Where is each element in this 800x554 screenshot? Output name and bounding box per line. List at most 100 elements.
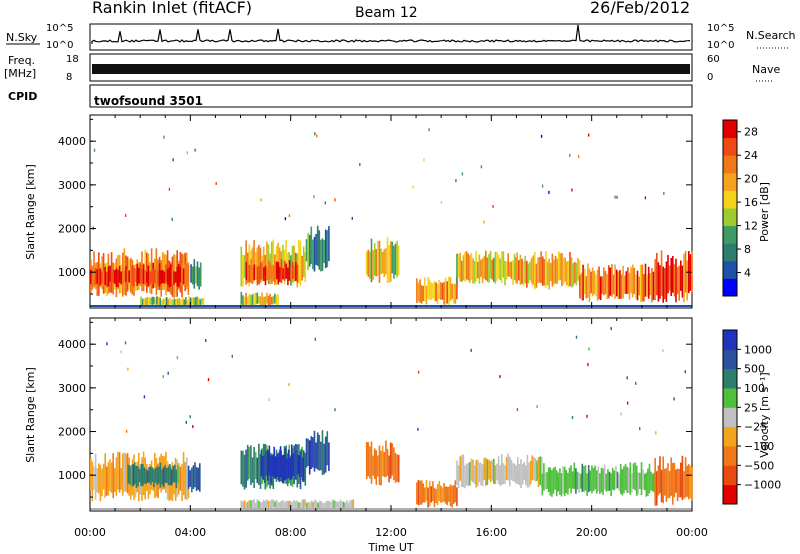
scatter-strip	[441, 487, 444, 503]
scatter-strip	[377, 455, 379, 477]
sparse-echo	[440, 200, 443, 204]
colorbar-tick-label: −100	[744, 440, 774, 453]
scatter-strip	[481, 258, 484, 284]
scatter-strip	[505, 457, 508, 480]
scatter-strip	[96, 269, 98, 284]
colorbar-swatch	[723, 465, 737, 486]
colorbar-swatch	[723, 172, 737, 191]
sparse-echo	[125, 429, 128, 433]
scatter-strip	[258, 266, 260, 285]
scatter-strip	[109, 459, 111, 492]
scatter-strip	[422, 483, 425, 503]
scatter-strip	[584, 465, 587, 491]
velocity-colorbar-label: Velocity [m s⁻¹]	[758, 372, 771, 457]
scatter-strip	[145, 297, 147, 307]
scatter-strip	[160, 270, 162, 284]
scatter-strip	[504, 260, 506, 286]
scatter-strip	[507, 253, 509, 277]
scatter-strip	[448, 486, 450, 502]
scatter-strip	[295, 262, 297, 281]
power-data	[90, 128, 693, 308]
scatter-strip	[278, 452, 280, 482]
scatter-strip	[488, 253, 490, 283]
scatter-strip	[602, 468, 604, 495]
scatter-strip	[186, 264, 188, 287]
sparse-echo	[171, 217, 173, 221]
scatter-strip	[378, 445, 381, 486]
scatter-strip	[565, 470, 568, 494]
scatter-strip	[143, 298, 145, 306]
scatter-strip	[397, 245, 400, 276]
scatter-strip	[545, 251, 547, 288]
scatter-strip	[569, 251, 571, 287]
sparse-echo	[172, 158, 174, 162]
scatter-strip	[126, 269, 129, 284]
scatter-strip	[678, 469, 680, 498]
scatter-strip	[609, 267, 612, 296]
scatter-strip	[150, 271, 153, 284]
colorbar-swatch	[723, 225, 737, 244]
scatter-strip	[330, 502, 332, 508]
scatter-strip	[283, 502, 286, 508]
scatter-strip	[94, 453, 97, 500]
scatter-strip	[177, 465, 179, 483]
scatter-strip	[170, 469, 173, 486]
scatter-strip	[316, 432, 319, 470]
scatter-strip	[467, 253, 469, 281]
scatter-strip	[267, 449, 269, 481]
sparse-echo	[610, 327, 612, 331]
scatter-strip	[678, 265, 680, 301]
scatter-strip	[469, 462, 471, 486]
sparse-echo	[124, 341, 127, 345]
scatter-strip	[630, 267, 632, 294]
scatter-strip	[91, 269, 94, 286]
scatter-strip	[464, 465, 466, 489]
sparse-echo	[194, 148, 196, 152]
scatter-strip	[308, 234, 311, 267]
time-axis-label: Time UT	[367, 541, 413, 554]
sparse-echo	[288, 383, 290, 387]
scatter-strip	[461, 260, 463, 282]
scatter-strip	[568, 467, 571, 489]
scatter-strip	[199, 463, 201, 492]
scatter-strip	[619, 270, 621, 299]
scatter-strip	[320, 441, 322, 471]
scatter-strip	[665, 261, 668, 302]
scatter-strip	[310, 226, 313, 265]
sparse-echo	[626, 376, 628, 380]
scatter-strip	[154, 297, 157, 305]
scatter-strip	[587, 465, 590, 493]
cpid-label: CPID	[8, 90, 37, 103]
scatter-strip	[164, 465, 166, 483]
scatter-strip	[176, 266, 178, 287]
nave-label: Nave	[752, 63, 780, 76]
scatter-strip	[444, 277, 447, 305]
sparse-echo	[616, 195, 618, 199]
scatter-strip	[385, 440, 387, 477]
scatter-strip	[505, 261, 508, 280]
y-tick-label: 4000	[58, 338, 86, 351]
scatter-strip	[537, 457, 540, 488]
scatter-strip	[155, 265, 158, 288]
scatter-strip	[312, 437, 314, 468]
scatter-strip	[446, 281, 449, 304]
scatter-strip	[532, 255, 534, 286]
scatter-strip	[561, 253, 563, 286]
scatter-strip	[159, 297, 161, 306]
scatter-strip	[246, 501, 249, 510]
velocity-colorbar: 1000 500 100 25 −25 −100 −500 −1000	[722, 329, 781, 505]
scatter-strip	[381, 446, 384, 476]
sparse-echo	[125, 214, 127, 217]
scatter-strip	[145, 469, 147, 485]
scatter-strip	[158, 263, 161, 287]
scatter-strip	[318, 434, 321, 471]
scatter-strip	[246, 296, 249, 305]
nsky-label: N.Sky	[6, 31, 38, 44]
scatter-strip	[259, 454, 262, 489]
scatter-strip	[242, 450, 244, 487]
scatter-strip	[107, 462, 110, 496]
scatter-strip	[110, 271, 113, 283]
scatter-strip	[643, 473, 646, 490]
scatter-strip	[102, 463, 105, 490]
scatter-strip	[540, 251, 542, 284]
